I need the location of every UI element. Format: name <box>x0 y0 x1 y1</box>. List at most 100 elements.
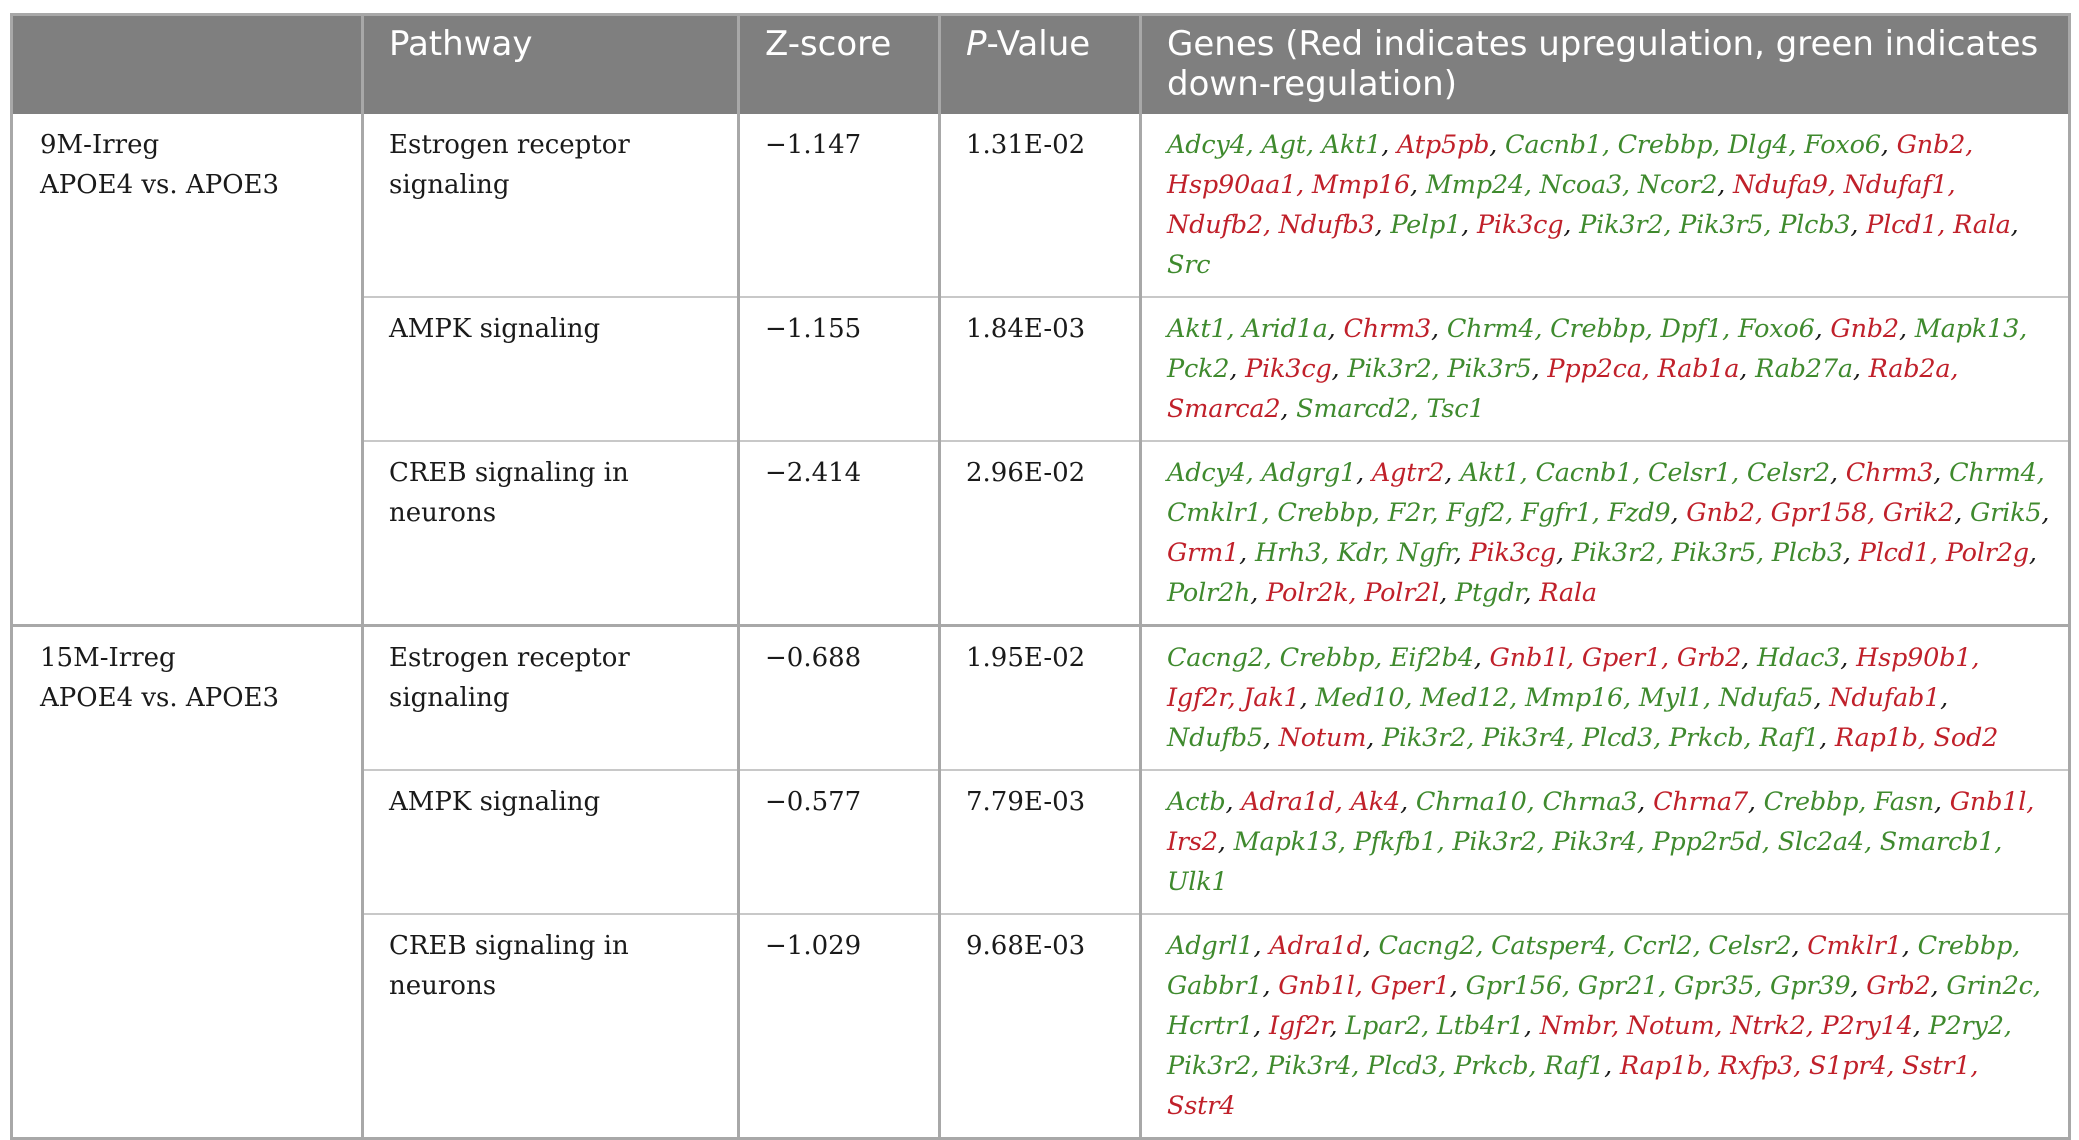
pvalue-cell: 7.79E-03 <box>938 769 1141 914</box>
group-label: 9M-Irreg APOE4 vs. APOE3 <box>12 114 363 626</box>
gene-downregulated: Smarcd2, Tsc1 <box>1296 394 1485 424</box>
genes-cell: Akt1, Arid1a, Chrm3, Chrm4, Crebbp, Dpf1… <box>1139 296 2070 441</box>
gene-upregulated: Grb2 <box>1866 971 1931 1001</box>
gene-upregulated: Chrm3 <box>1845 458 1934 488</box>
gene-downregulated: Med10, Med12, Mmp16, Myl1, Ndufa5 <box>1315 683 1814 713</box>
gene-downregulated: Grin2c, Hcrtr1 <box>1167 971 2041 1041</box>
gene-downregulated: Cacng2, Catsper4, Ccrl2, Celsr2 <box>1378 931 1792 961</box>
gene-upregulated: Agtr2 <box>1371 458 1445 488</box>
genes-cell: Actb, Adra1d, Ak4, Chrna10, Chrna3, Chrn… <box>1139 769 2070 914</box>
pathway-cell: AMPK signaling <box>361 296 739 441</box>
gene-downregulated: Ndufb5 <box>1167 723 1263 753</box>
gene-downregulated: Mapk13, Pck2 <box>1167 314 2028 384</box>
gene-upregulated: Gnb2, Gpr158, Grik2 <box>1686 498 1955 528</box>
gene-upregulated: Grm1 <box>1167 538 1240 568</box>
table-row: AMPK signaling −1.155 1.84E-03 Akt1, Arid1a… <box>12 296 2070 441</box>
gene-downregulated: Mmp24, Ncoa3, Ncor2 <box>1425 170 1718 200</box>
gene-upregulated: Ndufab1 <box>1829 683 1941 713</box>
gene-upregulated: Polr2k, Polr2l <box>1266 578 1440 608</box>
table-body: 9M-Irreg APOE4 vs. APOE3 Estrogen receptor… <box>11 114 2070 1139</box>
header-row: Pathway Z-score P-Value Genes (Red indic… <box>11 14 2070 114</box>
gene-upregulated: Gnb2 <box>1830 314 1899 344</box>
gene-downregulated: Adgrl1 <box>1167 931 1254 961</box>
gene-downregulated: Chrm4, Crebbp, Dpf1, Foxo6 <box>1446 314 1815 344</box>
gene-upregulated: Chrna7 <box>1653 787 1748 817</box>
gene-upregulated: Pik3cg <box>1245 354 1332 384</box>
gene-upregulated: Rap1b, Sod2 <box>1834 723 1999 753</box>
gene-downregulated: Chrm4, Cmklr1, Crebbp, F2r, Fgf2, Fgfr1,… <box>1167 458 2045 528</box>
gene-downregulated: Akt1, Cacnb1, Celsr1, Celsr2 <box>1460 458 1830 488</box>
pvalue-cell: 1.84E-03 <box>938 296 1141 441</box>
gene-downregulated: Crebbp, Gabbr1 <box>1167 931 2021 1001</box>
gene-downregulated: Cacng2, Crebbp, Eif2b4 <box>1167 643 1474 673</box>
genes-cell: Adcy4, Agt, Akt1, Atp5pb, Cacnb1, Crebbp… <box>1139 114 2070 297</box>
pathway-cell: Estrogen receptor signaling <box>361 624 739 770</box>
gene-downregulated: Chrna10, Chrna3 <box>1415 787 1638 817</box>
gene-upregulated: Gnb2, Hsp90aa1, Mmp16 <box>1167 130 1974 200</box>
gene-upregulated: Pik3cg <box>1469 538 1557 568</box>
gene-downregulated: Pik3r2, Pik3r4, Plcd3, Prkcb, Raf1 <box>1382 723 1820 753</box>
pvalue-cell: 2.96E-02 <box>938 440 1141 626</box>
gene-downregulated: Pik3r2, Pik3r5 <box>1347 354 1532 384</box>
gene-upregulated: Pik3cg <box>1476 210 1564 240</box>
gene-downregulated: Grik5 <box>1970 498 2042 528</box>
gene-upregulated: Notum <box>1278 723 1367 753</box>
gene-upregulated: Ndufa9, Ndufaf1, Ndufb2, Ndufb3 <box>1167 170 1956 240</box>
table-header: Pathway Z-score P-Value Genes (Red indic… <box>11 14 2070 114</box>
gene-upregulated: Hsp90b1, Igf2r, Jak1 <box>1167 643 1980 713</box>
header-genes: Genes (Red indicates upregulation, green… <box>1139 14 2070 114</box>
gene-upregulated: Cmklr1 <box>1807 931 1902 961</box>
header-zscore: Z-score <box>737 14 940 114</box>
header-pathway: Pathway <box>361 14 739 114</box>
pathway-table: Pathway Z-score P-Value Genes (Red indic… <box>10 13 2071 1140</box>
gene-downregulated: Hrh3, Kdr, Ngfr <box>1254 538 1454 568</box>
table-row: AMPK signaling −0.577 7.79E-03 Actb, Adra1d… <box>12 769 2070 914</box>
pathway-cell: AMPK signaling <box>361 769 739 914</box>
zscore-cell: −1.029 <box>737 913 940 1139</box>
header-pvalue-italic: P <box>966 24 987 64</box>
gene-downregulated: Pik3r2, Pik3r5, Plcb3 <box>1579 210 1851 240</box>
header-pvalue: P-Value <box>938 14 1141 114</box>
gene-downregulated: Pelp1 <box>1390 210 1462 240</box>
gene-downregulated: Ptgdr <box>1455 578 1524 608</box>
gene-upregulated: Igf2r <box>1268 1011 1330 1041</box>
pvalue-cell: 1.31E-02 <box>938 114 1141 297</box>
gene-downregulated: Actb <box>1167 787 1226 817</box>
gene-upregulated: Rab2a, Smarca2 <box>1167 354 1959 424</box>
gene-upregulated: Rala <box>1539 578 1597 608</box>
gene-downregulated: Polr2h <box>1167 578 1251 608</box>
group-label-line2: APOE4 vs. APOE3 <box>40 170 280 200</box>
gene-upregulated: Adra1d <box>1269 931 1363 961</box>
gene-upregulated: Ppp2ca, Rab1a <box>1547 354 1740 384</box>
gene-upregulated: Atp5pb <box>1397 130 1490 160</box>
pathway-cell: CREB signaling in neurons <box>361 913 739 1139</box>
gene-downregulated: Src <box>1167 250 1211 280</box>
pvalue-cell: 1.95E-02 <box>938 624 1141 770</box>
header-group <box>11 14 363 114</box>
genes-cell: Adcy4, Adgrg1, Agtr2, Akt1, Cacnb1, Cels… <box>1139 440 2070 626</box>
genes-cell: Cacng2, Crebbp, Eif2b4, Gnb1l, Gper1, Gr… <box>1139 624 2070 770</box>
pathway-cell: Estrogen receptor signaling <box>361 114 739 297</box>
gene-downregulated: Crebbp, Fasn <box>1763 787 1934 817</box>
gene-upregulated: Nmbr, Notum, Ntrk2, P2ry14 <box>1539 1011 1913 1041</box>
gene-downregulated: Pik3r2, Pik3r5, Plcb3 <box>1571 538 1843 568</box>
group-label-line1: 9M-Irreg <box>40 130 160 160</box>
group-label: 15M-Irreg APOE4 vs. APOE3 <box>11 624 363 1139</box>
gene-upregulated: Plcd1, Polr2g <box>1858 538 2029 568</box>
gene-downregulated: Adcy4, Adgrg1 <box>1167 458 1357 488</box>
gene-upregulated: Chrm3 <box>1343 314 1432 344</box>
pathway-cell: CREB signaling in neurons <box>361 440 739 626</box>
header-pvalue-rest: -Value <box>986 24 1091 64</box>
zscore-cell: −1.147 <box>737 114 940 297</box>
group-label-line2: APOE4 vs. APOE3 <box>40 683 280 713</box>
gene-downregulated: Gpr156, Gpr21, Gpr35, Gpr39 <box>1465 971 1851 1001</box>
zscore-cell: −0.688 <box>737 624 940 770</box>
group-label-line1: 15M-Irreg <box>40 643 176 673</box>
table-row: 15M-Irreg APOE4 vs. APOE3 Estrogen recepto… <box>11 624 2070 1139</box>
gene-downregulated: Cacnb1, Crebbp, Dlg4, Foxo6 <box>1505 130 1881 160</box>
gene-downregulated: Mapk13, Pfkfb1, Pik3r2, Pik3r4, Ppp2r5d,… <box>1167 827 2003 897</box>
gene-downregulated: Rab27a <box>1755 354 1853 384</box>
genes-cell: Adgrl1, Adra1d, Cacng2, Catsper4, Ccrl2,… <box>1139 913 2070 1139</box>
gene-downregulated: Akt1, Arid1a <box>1167 314 1328 344</box>
gene-upregulated: Plcd1, Rala <box>1866 210 2011 240</box>
